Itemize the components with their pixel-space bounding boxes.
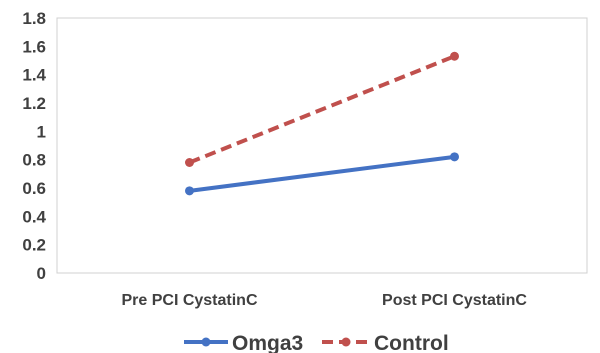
y-tick-label: 0.2 [22, 236, 46, 255]
series-line-control [188, 54, 456, 165]
y-tick-label: 0 [37, 264, 46, 283]
plot-area-frame [56, 17, 588, 274]
y-tick-label: 0.6 [22, 179, 46, 198]
legend-label-omga3: Omga3 [232, 332, 303, 353]
x-category-label: Post PCI CystatinC [382, 292, 527, 309]
y-tick-label: 1.2 [22, 94, 46, 113]
legend-label-control: Control [374, 332, 449, 353]
data-point-omga3 [450, 152, 459, 162]
y-axis-ticks: 0 0.2 0.4 0.6 0.8 1 1.2 1.4 1.6 1.8 [22, 9, 46, 283]
series-layer [185, 51, 459, 196]
data-point-control [450, 51, 459, 61]
y-tick-label: 0.8 [22, 151, 46, 170]
x-category-label: Pre PCI CystatinC [121, 292, 257, 309]
legend-marker-omga3 [201, 337, 211, 347]
y-tick-label: 1.8 [22, 9, 46, 28]
legend-marker-control [341, 337, 351, 347]
y-tick-label: 1.4 [22, 66, 46, 85]
y-tick-label: 1.6 [22, 37, 46, 56]
legend: Omga3 Control [184, 332, 449, 353]
y-tick-label: 0.4 [22, 207, 46, 226]
series-line-omga3 [187, 154, 457, 193]
data-point-control [185, 158, 194, 167]
x-axis-categories: Pre PCI CystatinC Post PCI CystatinC [121, 292, 527, 309]
y-tick-label: 1 [37, 122, 46, 141]
data-point-omga3 [185, 186, 194, 196]
